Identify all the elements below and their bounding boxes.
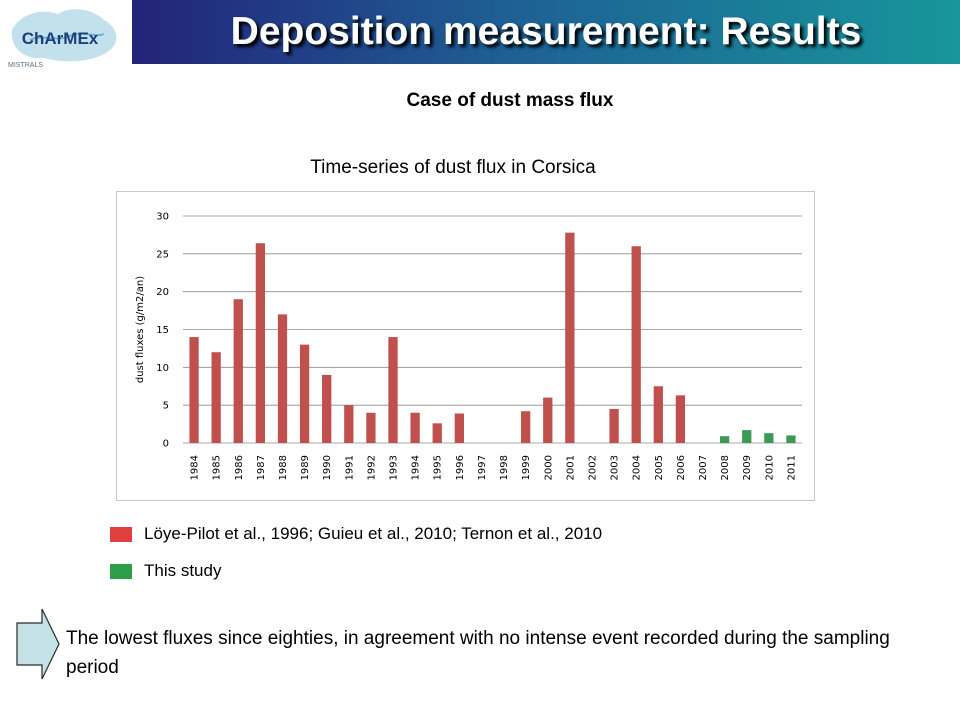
y-tick-label: 30 <box>156 212 169 223</box>
x-tick-label: 1993 <box>389 455 400 480</box>
bar-1988 <box>277 314 288 443</box>
legend-swatch-this-study <box>110 564 132 579</box>
x-tick-label: 2005 <box>654 455 665 480</box>
x-tick-label: 1989 <box>300 455 311 480</box>
x-tick-label: 1988 <box>278 455 289 480</box>
x-tick-label: 1987 <box>256 455 267 480</box>
x-tick-label: 2011 <box>786 455 797 480</box>
bar-1991 <box>344 405 354 443</box>
chart-frame <box>116 191 815 501</box>
bar-1993 <box>388 337 398 443</box>
x-tick-label: 1984 <box>190 455 201 480</box>
x-tick-label: 1998 <box>499 455 510 480</box>
x-tick-label: 2001 <box>565 455 576 480</box>
x-tick-label: 1986 <box>234 455 245 480</box>
arrow-icon <box>16 608 60 680</box>
bar-1989 <box>299 344 310 443</box>
slide-title: Deposition measurement: Results <box>230 10 862 53</box>
bar-2000 <box>543 397 553 443</box>
x-tick-label: 2006 <box>676 455 687 480</box>
bar-2004 <box>631 246 641 443</box>
x-tick-label: 1990 <box>322 455 333 480</box>
bar-1999 <box>521 411 531 443</box>
logo-subtext: MISTRALS <box>8 62 43 69</box>
x-tick-label: 1999 <box>521 455 532 480</box>
bar-1992 <box>366 412 376 443</box>
x-tick-label: 2004 <box>632 455 643 480</box>
bar-1984 <box>189 337 199 443</box>
legend-label-this-study: This study <box>144 561 222 580</box>
bar-1994 <box>410 412 420 443</box>
bar-1986 <box>233 299 243 443</box>
legend-label-previous-studies: Löye-Pilot et al., 1996; Guieu et al., 2… <box>144 524 603 543</box>
legend-swatch-previous-studies <box>110 527 132 542</box>
charmex-logo: ChArMEx MISTRALS <box>0 0 132 72</box>
chart-title: Time-series of dust flux in Corsica <box>310 157 596 178</box>
y-tick-label: 5 <box>163 401 169 412</box>
logo-text: ChArMEx <box>22 29 99 48</box>
bar-2010 <box>764 433 774 443</box>
bar-1996 <box>454 413 464 443</box>
bar-2001 <box>565 232 575 443</box>
bar-1987 <box>255 243 266 443</box>
x-tick-label: 1991 <box>344 455 355 480</box>
slide-subtitle: Case of dust mass flux <box>406 90 614 111</box>
x-tick-label: 2007 <box>698 455 709 480</box>
bar-1985 <box>211 352 221 443</box>
bar-1990 <box>322 374 332 443</box>
x-tick-label: 1985 <box>212 455 223 480</box>
x-tick-label: 1994 <box>411 455 422 480</box>
y-tick-label: 15 <box>156 325 169 336</box>
bar-2005 <box>653 386 663 443</box>
y-tick-label: 0 <box>163 439 169 450</box>
x-tick-label: 1995 <box>433 455 444 480</box>
x-tick-label: 2002 <box>587 455 598 480</box>
x-tick-label: 2008 <box>720 455 731 480</box>
x-tick-label: 2010 <box>764 455 775 480</box>
bar-2011 <box>786 435 796 443</box>
dust-flux-bar-chart: 0 5 10 15 20 25 30 dust fluxes (g/m2/an) 1984 198… <box>135 212 802 480</box>
bar-2006 <box>675 395 686 443</box>
y-tick-label: 10 <box>156 363 169 374</box>
x-tick-label: 2009 <box>742 455 753 480</box>
y-tick-label: 20 <box>156 287 169 298</box>
x-tick-label: 2000 <box>543 455 554 480</box>
conclusion-text: The lowest fluxes since eighties, in agr… <box>66 628 890 678</box>
bar-1995 <box>432 423 442 443</box>
x-tick-label: 1997 <box>477 455 488 480</box>
bar-2003 <box>609 408 619 443</box>
x-tick-label: 1992 <box>366 455 377 480</box>
bar-2008 <box>719 436 730 443</box>
bar-2009 <box>742 430 752 443</box>
y-tick-label: 25 <box>156 249 169 260</box>
x-tick-label: 1996 <box>455 455 466 480</box>
title-banner: Deposition measurement: Results <box>132 0 960 64</box>
x-tick-label: 2003 <box>610 455 621 480</box>
y-axis-label: dust fluxes (g/m2/an) <box>135 276 146 383</box>
